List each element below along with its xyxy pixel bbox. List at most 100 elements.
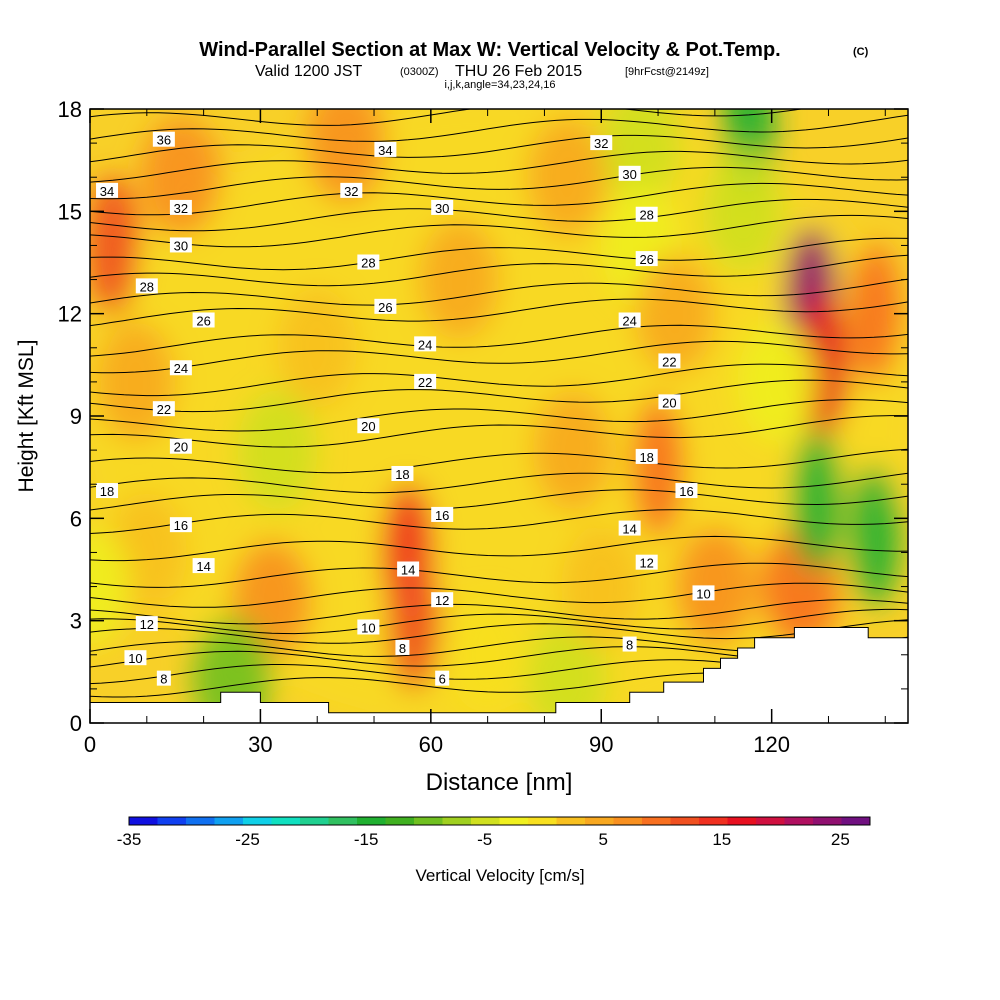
y-tick-label: 12 [58,302,82,327]
terrain-mask [90,627,908,723]
colorbar-swatch [328,817,358,825]
isentrope-line [90,399,908,432]
contour-label: 24 [618,312,641,328]
svg-text:14: 14 [401,563,415,578]
colorbar-tick-label: -35 [117,830,142,849]
colorbar-swatch [528,817,557,825]
svg-text:8: 8 [160,672,167,687]
contour-label: 26 [374,298,397,315]
colorbar-swatch [841,817,871,825]
isentrope-line [90,198,908,232]
svg-text:24: 24 [418,337,432,352]
forecast-tag: [9hrFcst@2149z] [625,66,709,78]
isentrope-line [90,214,908,248]
velocity-cell [703,151,784,272]
svg-text:10: 10 [696,586,710,601]
contour-label: 14 [397,561,420,578]
colorbar-swatch [214,817,244,825]
svg-text:28: 28 [639,208,653,223]
svg-text:30: 30 [435,201,449,216]
colorbar-swatch [186,817,215,825]
contour-label: 8 [156,670,171,687]
y-tick-label: 6 [70,506,82,531]
y-tick-label: 18 [58,97,82,122]
velocity-cell [305,109,386,204]
contour-label: 28 [135,278,158,294]
isentrope-line [90,166,908,200]
colorbar-tick-label: -5 [477,830,492,849]
svg-text:18: 18 [100,484,114,499]
x-axis-label: Distance [nm] [426,769,573,796]
svg-text:16: 16 [174,518,188,533]
isentrope-line [90,448,908,474]
velocity-cell [561,526,642,647]
isentrope-line [90,509,908,534]
contour-label: 26 [192,312,215,328]
contour-label: 10 [692,585,715,601]
velocity-cell [632,397,685,538]
colorbar-swatch [471,817,500,825]
colorbar-swatch [300,817,329,825]
colorbar-swatch [784,817,814,825]
contour-label: 30 [618,165,641,182]
colorbar: -35 -25 -15 -5 5 15 25 [117,816,871,849]
plot-area: 3634343232323030302828282626262424242222… [58,97,909,757]
svg-text:26: 26 [639,252,653,267]
x-tick-label: 30 [248,732,272,757]
isentrope-line [90,562,908,588]
y-axis-label: Height [Kft MSL] [15,340,38,493]
y-tick-label: 0 [70,711,82,736]
svg-text:28: 28 [140,279,154,294]
colorbar-swatch [243,817,272,825]
potential-temperature-contours [90,109,908,698]
svg-text:22: 22 [157,402,171,417]
contour-label: 8 [395,639,410,656]
velocity-cell [847,465,900,606]
svg-text:24: 24 [622,313,636,328]
svg-text:12: 12 [435,593,449,608]
contour-label: 22 [152,401,175,417]
svg-text:16: 16 [679,484,693,499]
contour-label: 16 [675,483,698,499]
colorbar-swatch [670,817,700,825]
colorbar-tick-label: -15 [354,830,379,849]
velocity-cell [527,117,608,238]
x-tick-label: 120 [753,732,790,757]
contour-label: 10 [124,650,147,666]
svg-text:34: 34 [378,143,392,158]
velocity-cell [737,321,818,442]
contour-label: 22 [414,373,437,390]
colorbar-swatch [585,817,614,825]
y-tick-label: 15 [58,199,82,224]
isentrope-line [90,134,908,163]
colorbar-tick-label: 25 [831,830,850,849]
svg-text:32: 32 [594,136,608,151]
colorbar-swatch [385,817,415,825]
colorbar-swatch [271,817,301,825]
colorbar-swatch [499,817,529,825]
contour-label: 34 [96,182,119,199]
contour-label: 20 [169,438,192,455]
contour-label: 28 [357,254,380,271]
colorbar-frame [128,816,871,826]
contour-label: 24 [414,336,437,352]
x-tick-label: 0 [84,732,96,757]
colorbar-tick-label: -25 [235,830,260,849]
isentrope-line [90,582,908,608]
contour-label: 30 [431,199,454,216]
isentrope-line [90,489,908,511]
contour-label: 30 [169,237,192,253]
svg-text:6: 6 [439,672,446,687]
colorbar-swatch [727,817,757,825]
y-tick-label: 9 [70,404,82,429]
colorbar-swatch [756,817,785,825]
contour-label: 18 [96,483,119,499]
colorbar-swatch [813,817,842,825]
isentrope-line [90,237,908,271]
copyright-mark: (C) [853,46,869,58]
contour-label: 20 [658,394,681,410]
colorbar-swatch [414,817,443,825]
contour-label: 34 [374,141,397,158]
svg-text:32: 32 [174,201,188,216]
velocity-cell [90,526,130,647]
